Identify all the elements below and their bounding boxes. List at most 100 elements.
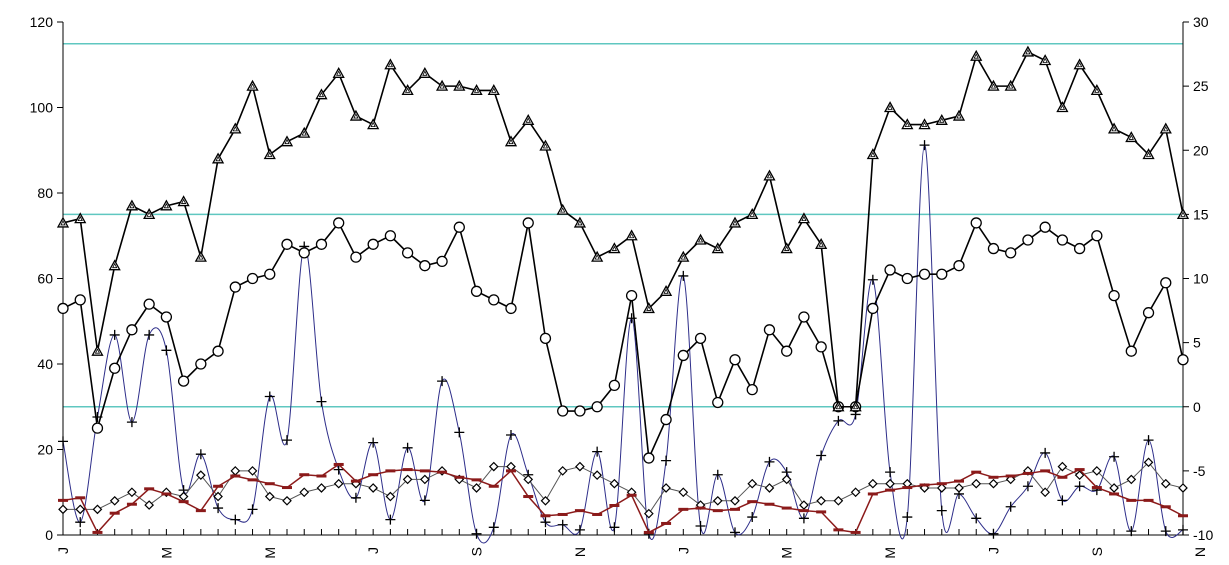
triangle-point-inner xyxy=(1008,83,1014,89)
plus-point xyxy=(574,524,585,535)
dash-point xyxy=(488,484,499,488)
circle-point xyxy=(436,255,448,268)
right-tick-label: 5 xyxy=(1193,335,1201,351)
circle-point xyxy=(557,405,569,417)
dash-point xyxy=(643,530,654,534)
plus-point xyxy=(282,435,292,446)
triangle-point-inner xyxy=(680,254,686,260)
triangle-point-inner xyxy=(491,87,497,93)
circle-point xyxy=(350,251,362,263)
dash-point xyxy=(213,484,224,488)
triangle-point xyxy=(418,66,431,78)
triangle-point-inner xyxy=(870,151,876,157)
diamond-point xyxy=(144,500,155,510)
circle-point xyxy=(298,247,310,259)
dash-point xyxy=(557,512,568,516)
circle-point xyxy=(1091,230,1103,242)
left-axis-ticks: 0 20 40 60 80 100 120 xyxy=(30,14,63,543)
triangle-point xyxy=(194,250,207,262)
triangle-point-inner xyxy=(146,211,152,217)
triangle-point-inner xyxy=(94,348,101,354)
triangle-point-inner xyxy=(318,91,325,98)
triangle-point-inner xyxy=(473,87,480,93)
circle-point xyxy=(1039,221,1051,233)
circle-point xyxy=(74,294,86,306)
triangle-point-inner xyxy=(508,138,514,145)
triangle-point-inner xyxy=(887,104,893,110)
dash-point xyxy=(1126,498,1137,502)
plus-point xyxy=(730,527,740,538)
dash-point xyxy=(592,512,603,516)
x-tick-label: N xyxy=(572,547,588,557)
circle-point xyxy=(367,238,379,250)
triangle-point xyxy=(401,84,414,96)
diamond-point xyxy=(333,478,344,489)
plus-point xyxy=(1143,435,1154,446)
x-tick-label: J xyxy=(675,547,691,554)
circle-point xyxy=(505,302,517,315)
plus-point xyxy=(506,429,516,440)
triangle-point xyxy=(1142,148,1155,160)
dash-point xyxy=(1005,474,1016,478)
circle-point xyxy=(195,358,207,370)
x-tick-label: M xyxy=(262,547,278,559)
diamond-point xyxy=(764,483,775,493)
x-tick-label: N xyxy=(1192,547,1208,557)
circle-point xyxy=(1177,354,1189,366)
triangle-point xyxy=(298,126,311,138)
triangle-point xyxy=(1004,79,1017,91)
circle-point xyxy=(625,289,638,302)
circle-point xyxy=(970,217,982,229)
triangle-point xyxy=(453,79,466,91)
triangle-point xyxy=(952,109,966,121)
circle-point xyxy=(798,311,810,323)
dash-point xyxy=(936,482,947,486)
reference-lines xyxy=(63,43,1183,408)
plus-point xyxy=(213,503,224,514)
triangle-point-inner xyxy=(818,241,824,247)
triangle-point-inner xyxy=(439,83,445,89)
circle-point xyxy=(212,345,224,357)
plus-point xyxy=(488,522,499,533)
triangle-point-inner xyxy=(387,61,394,68)
triangle-point-inner xyxy=(1076,61,1083,68)
triangle-point xyxy=(522,113,535,125)
circle-point xyxy=(384,230,397,242)
dash-point xyxy=(798,509,809,513)
circle-point xyxy=(281,238,293,250)
triangle-point xyxy=(1039,54,1052,66)
triangle-point xyxy=(229,122,242,134)
plus-point xyxy=(109,329,120,340)
plus-point xyxy=(919,140,930,151)
triangle-point-inner xyxy=(370,121,376,127)
diamond-point xyxy=(195,470,206,480)
circle-point xyxy=(936,268,948,280)
plus-point xyxy=(1109,451,1120,462)
triangle-point-inner xyxy=(353,113,359,119)
left-tick-label: 20 xyxy=(37,442,53,458)
plus-point xyxy=(1057,495,1068,506)
right-tick-label: 20 xyxy=(1193,142,1209,158)
diamond-point xyxy=(1178,483,1188,493)
circle-point xyxy=(781,345,793,357)
plus-point xyxy=(350,492,361,503)
plus-point xyxy=(557,519,568,530)
triangle-point-inner xyxy=(732,220,738,226)
triangle-point-inner xyxy=(77,215,83,222)
dash-point xyxy=(1160,505,1171,509)
diamond-point xyxy=(799,500,809,510)
diamond-point xyxy=(1126,474,1137,485)
triangle-point xyxy=(125,199,139,211)
dash-point xyxy=(195,509,206,513)
diamond-point xyxy=(575,461,585,472)
triangle-point xyxy=(556,203,569,215)
circle-point xyxy=(419,260,431,272)
dash-point xyxy=(988,475,999,479)
circle-point xyxy=(918,268,931,280)
dash-point xyxy=(333,462,344,466)
triangle-point xyxy=(1090,84,1103,96)
triangle-point xyxy=(677,250,690,262)
triangle-point-inner xyxy=(749,211,755,217)
circle-point xyxy=(694,332,707,345)
